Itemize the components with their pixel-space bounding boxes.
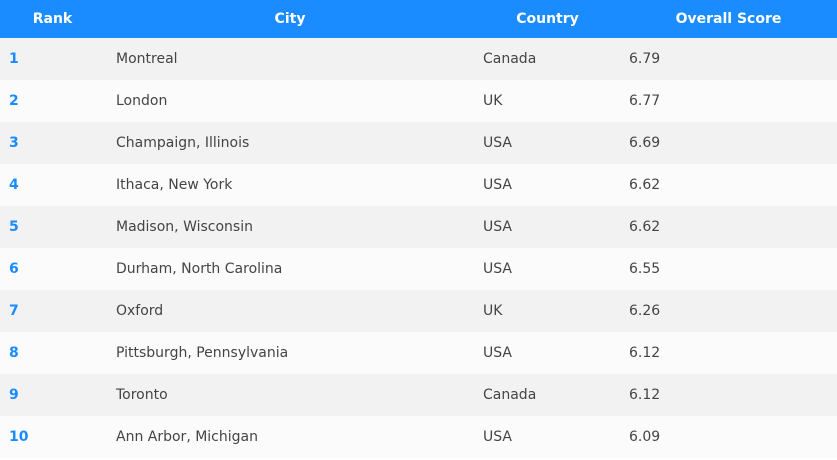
cell-score: 6.26 <box>629 303 661 319</box>
cell-city: Champaign, Illinois <box>116 135 250 151</box>
table-row: 3 Champaign, Illinois USA 6.69 <box>0 122 837 164</box>
table-row: 4 Ithaca, New York USA 6.62 <box>0 164 837 206</box>
cell-rank: 7 <box>9 303 19 319</box>
cell-score: 6.12 <box>629 387 661 403</box>
cell-rank: 1 <box>9 51 19 67</box>
cell-country: USA <box>483 429 512 445</box>
cell-city: Ithaca, New York <box>116 177 233 193</box>
cell-city: Madison, Wisconsin <box>116 219 253 235</box>
cell-city: Ann Arbor, Michigan <box>116 429 258 445</box>
header-overall-score[interactable]: Overall Score <box>675 11 782 27</box>
cell-country: USA <box>483 219 512 235</box>
cell-country: UK <box>483 303 503 319</box>
table-row: 8 Pittsburgh, Pennsylvania USA 6.12 <box>0 332 837 374</box>
cell-rank: 9 <box>9 387 19 403</box>
cell-country: Canada <box>483 51 537 67</box>
table-row: 1 Montreal Canada 6.79 <box>0 38 837 80</box>
table-row: 10 Ann Arbor, Michigan USA 6.09 <box>0 416 837 458</box>
cell-score: 6.79 <box>629 51 661 67</box>
table-header: Rank City Country Overall Score <box>0 0 837 38</box>
cell-rank: 6 <box>9 261 19 277</box>
cell-rank: 8 <box>9 345 19 361</box>
table-row: 5 Madison, Wisconsin USA 6.62 <box>0 206 837 248</box>
table-body: 1 Montreal Canada 6.79 2 London UK 6.77 … <box>0 38 837 458</box>
cell-score: 6.62 <box>629 219 661 235</box>
cell-rank: 5 <box>9 219 19 235</box>
cell-score: 6.69 <box>629 135 661 151</box>
table-row: 2 London UK 6.77 <box>0 80 837 122</box>
table-row: 7 Oxford UK 6.26 <box>0 290 837 332</box>
cell-rank: 10 <box>9 429 29 445</box>
cell-rank: 3 <box>9 135 19 151</box>
cell-country: USA <box>483 135 512 151</box>
cell-country: Canada <box>483 387 537 403</box>
cell-score: 6.09 <box>629 429 661 445</box>
cell-score: 6.77 <box>629 93 661 109</box>
cell-rank: 4 <box>9 177 19 193</box>
cell-country: USA <box>483 261 512 277</box>
cell-score: 6.12 <box>629 345 661 361</box>
header-row: Rank City Country Overall Score <box>0 0 837 38</box>
header-city[interactable]: City <box>274 11 306 27</box>
cell-country: UK <box>483 93 503 109</box>
cell-city: Toronto <box>116 387 168 403</box>
cell-score: 6.62 <box>629 177 661 193</box>
cell-country: USA <box>483 345 512 361</box>
cell-city: Montreal <box>116 51 178 67</box>
header-rank[interactable]: Rank <box>32 11 73 27</box>
header-country[interactable]: Country <box>516 11 579 27</box>
cell-city: London <box>116 93 168 109</box>
table-row: 6 Durham, North Carolina USA 6.55 <box>0 248 837 290</box>
cell-rank: 2 <box>9 93 19 109</box>
cell-city: Oxford <box>116 303 164 319</box>
table-row: 9 Toronto Canada 6.12 <box>0 374 837 416</box>
cell-city: Durham, North Carolina <box>116 261 283 277</box>
cell-country: USA <box>483 177 512 193</box>
cell-score: 6.55 <box>629 261 661 277</box>
cell-city: Pittsburgh, Pennsylvania <box>116 345 289 361</box>
